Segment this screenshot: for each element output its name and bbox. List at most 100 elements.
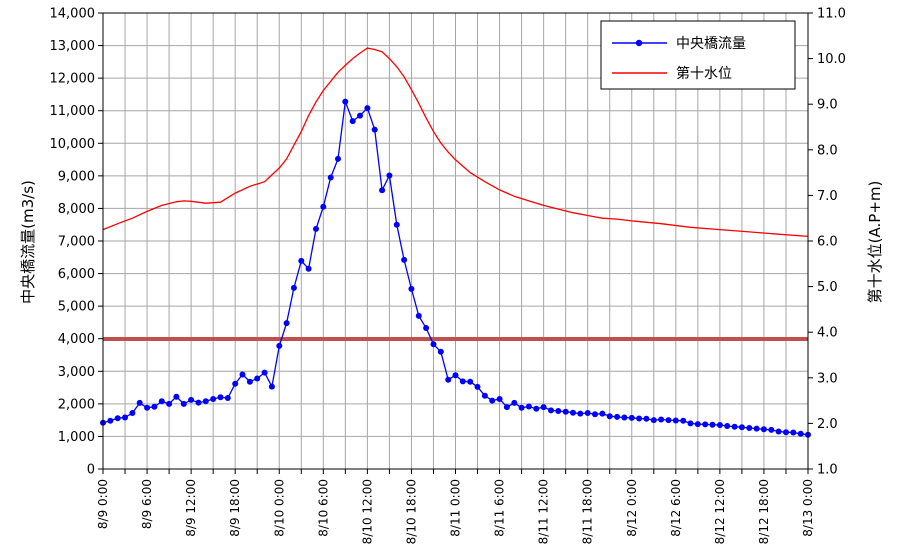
flow-point	[408, 285, 415, 292]
x-tick-label: 8/11 6:00	[493, 479, 507, 537]
x-tick-label: 8/11 18:00	[581, 479, 595, 544]
series-line-water-level	[102, 47, 809, 238]
flow-point	[614, 413, 621, 420]
flow-point	[232, 380, 239, 387]
flow-point	[694, 421, 701, 428]
right-tick-label: 8.0	[817, 143, 838, 158]
flow-point	[775, 428, 782, 435]
left-tick-label: 13,000	[50, 39, 96, 54]
flow-point	[628, 414, 635, 421]
left-tick-label: 11,000	[50, 104, 96, 119]
x-tick-label: 8/10 18:00	[404, 479, 418, 544]
flow-point	[503, 404, 510, 411]
flow-point	[254, 375, 261, 382]
x-tick-label: 8/9 18:00	[228, 479, 242, 537]
flow-point	[114, 415, 121, 422]
flow-point	[570, 409, 576, 416]
left-tick-label: 4,000	[58, 332, 95, 347]
flow-point	[305, 265, 312, 272]
flow-point	[173, 393, 180, 400]
flow-point	[379, 187, 386, 194]
legend-box	[600, 20, 796, 90]
flow-point	[783, 429, 789, 436]
x-tick-label: 8/12 12:00	[713, 479, 727, 544]
flow-point	[525, 403, 532, 410]
flow-point	[481, 392, 488, 399]
flow-point	[129, 410, 136, 416]
x-tick-label: 8/12 18:00	[757, 479, 771, 544]
right-tick-label: 5.0	[817, 280, 838, 295]
right-tick-label: 2.0	[817, 417, 838, 432]
flow-point	[724, 423, 731, 429]
flow-point	[731, 423, 738, 430]
flow-point	[122, 414, 128, 421]
flow-point	[459, 378, 466, 385]
flow-point	[364, 105, 371, 112]
flow-point	[511, 399, 518, 406]
flow-point	[760, 426, 767, 433]
right-axis-ticks: 1.0 2.0 3.0 4.0 5.0 6.0 7.0 8.0 9.0 10.0 11.0	[817, 7, 846, 478]
flow-point	[290, 284, 297, 291]
flow-point	[621, 414, 628, 421]
right-tick-label: 4.0	[817, 326, 838, 341]
right-tick-label: 11.0	[817, 7, 846, 22]
flow-point	[313, 225, 319, 232]
flow-point	[210, 396, 217, 402]
flow-point	[283, 320, 290, 327]
flow-point	[393, 221, 400, 228]
left-tick-label: 5,000	[58, 300, 95, 315]
legend-flow-marker	[635, 39, 643, 47]
flow-point	[768, 426, 775, 433]
flow-point	[533, 405, 540, 412]
x-axis-ticks: 8/9 0:00 8/9 6:00 8/9 12:00 8/9 18:00 8/10 0…	[96, 479, 815, 544]
flow-point	[672, 417, 679, 424]
flow-point	[268, 383, 275, 390]
legend-level-label: 第十水位	[676, 65, 732, 82]
series-layer	[100, 47, 811, 438]
flow-point	[386, 172, 393, 179]
x-tick-label: 8/11 0:00	[449, 479, 463, 537]
right-tick-label: 7.0	[817, 189, 838, 204]
right-axis-title: 第十水位(A.P+m)	[866, 181, 884, 304]
x-tick-label: 8/10 12:00	[360, 479, 374, 544]
left-tick-label: 12,000	[50, 72, 96, 87]
flow-point	[489, 397, 496, 404]
left-tick-label: 6,000	[58, 267, 95, 282]
flow-point	[246, 378, 253, 385]
x-tick-label: 8/11 12:00	[537, 479, 551, 544]
left-tick-label: 10,000	[50, 137, 96, 152]
flow-point	[239, 371, 246, 378]
flow-point	[151, 403, 158, 410]
flow-point	[518, 404, 525, 411]
flow-point	[327, 174, 334, 181]
flow-point	[599, 410, 606, 417]
flow-point	[643, 415, 650, 422]
right-tick-label: 10.0	[817, 52, 846, 67]
flow-point	[636, 415, 643, 422]
flow-point	[709, 421, 716, 428]
flow-point	[753, 425, 760, 432]
flow-point	[276, 342, 283, 349]
x-tick-label: 8/9 0:00	[96, 479, 110, 529]
flow-point	[166, 400, 173, 407]
legend: 中央橋流量 第十水位	[600, 20, 796, 90]
flow-point	[702, 421, 709, 428]
flow-point	[298, 257, 305, 264]
left-tick-label: 7,000	[58, 235, 95, 250]
flow-point	[797, 430, 804, 437]
flow-point	[496, 396, 503, 402]
left-axis-title: 中央橋流量(m3/s)	[19, 180, 37, 304]
flow-point	[738, 424, 745, 431]
flow-point	[423, 325, 430, 331]
right-tick-label: 1.0	[817, 463, 838, 478]
left-tick-label: 3,000	[58, 365, 95, 380]
flow-point	[144, 404, 151, 411]
left-tick-label: 1,000	[58, 430, 95, 445]
flow-point	[107, 417, 114, 424]
flow-point	[592, 411, 598, 418]
flow-point	[342, 98, 349, 105]
flow-point	[195, 399, 202, 406]
